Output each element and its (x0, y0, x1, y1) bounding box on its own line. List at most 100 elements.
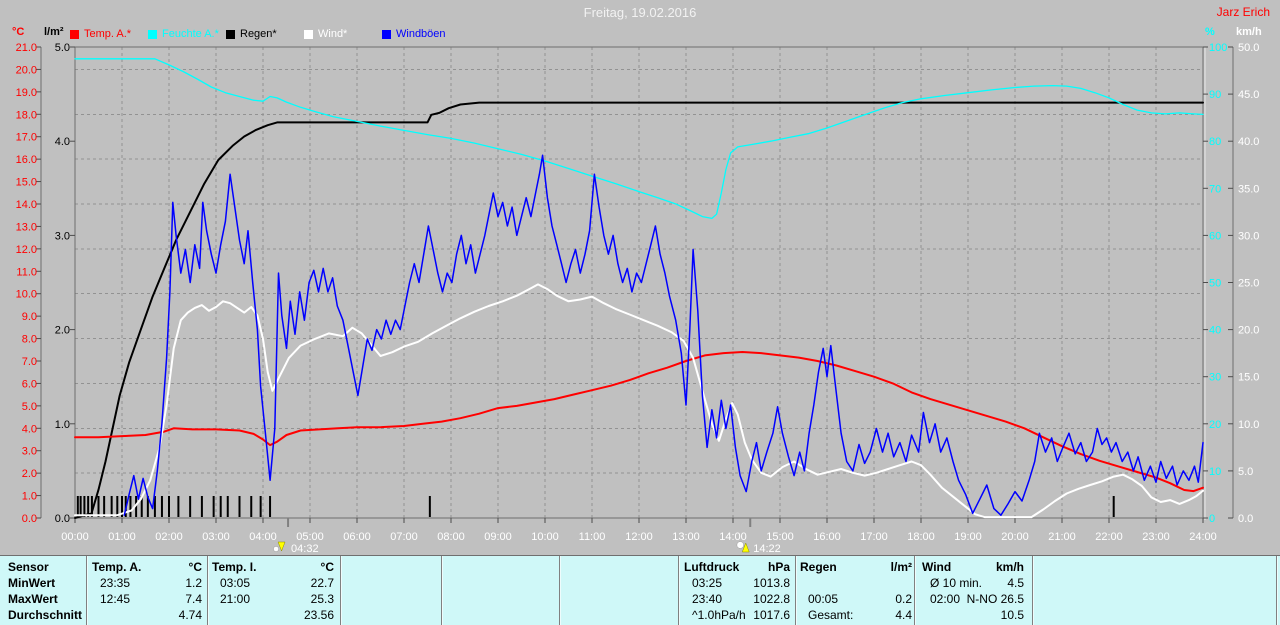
legend-item-regen: Regen* (226, 28, 277, 40)
summary-col-temp-a: Temp. A. °C 23:35 1.2 12:45 7.4 4.74 (92, 560, 202, 622)
moonrise-icon (736, 541, 744, 549)
svg-text:60: 60 (1209, 230, 1221, 242)
svg-text:14:00: 14:00 (719, 531, 747, 543)
svg-text:1.0: 1.0 (22, 491, 37, 503)
svg-text:15.0: 15.0 (16, 177, 37, 189)
table-divider (1276, 556, 1278, 625)
summary-table: Sensor MinWert MaxWert Durchschnitt Temp. A.… (0, 555, 1280, 625)
series-windboeen (123, 154, 1204, 516)
user-name-label: Jarz Erich (1216, 5, 1270, 19)
svg-text:22:00: 22:00 (1095, 531, 1123, 543)
svg-text:15.0: 15.0 (1238, 372, 1259, 384)
col-unit: hPa (767, 560, 790, 574)
svg-text:13.0: 13.0 (16, 221, 37, 233)
svg-text:50: 50 (1209, 278, 1221, 290)
svg-text:04:00: 04:00 (249, 531, 277, 543)
svg-text:20:00: 20:00 (1001, 531, 1029, 543)
svg-text:40: 40 (1209, 325, 1221, 337)
svg-text:9.0: 9.0 (22, 311, 37, 323)
svg-text:2.0: 2.0 (55, 325, 70, 337)
svg-text:10.0: 10.0 (1238, 419, 1259, 431)
svg-text:4.0: 4.0 (55, 136, 70, 148)
svg-text:21:00: 21:00 (1048, 531, 1076, 543)
rain-axis-unit-label: l/m² (44, 26, 64, 38)
moon-rise-marker: 14:22 (736, 518, 781, 555)
col-unit: l/m² (890, 560, 912, 574)
svg-text:2.0: 2.0 (22, 468, 37, 480)
svg-text:3.0: 3.0 (55, 230, 70, 242)
svg-text:08:00: 08:00 (437, 531, 465, 543)
legend-swatch-windboeen (382, 29, 391, 39)
svg-text:20.0: 20.0 (1238, 325, 1259, 337)
svg-text:5.0: 5.0 (22, 401, 37, 413)
svg-text:16.0: 16.0 (16, 154, 37, 166)
svg-text:17.0: 17.0 (16, 132, 37, 144)
svg-text:04:32: 04:32 (291, 543, 319, 555)
svg-text:14:22: 14:22 (753, 543, 781, 555)
table-divider (914, 556, 916, 625)
svg-text:80: 80 (1209, 136, 1221, 148)
temp-axis: 0.0 1.0 2.0 3.0 4.0 5.0 6.0 7.0 8.0 9.0 10.0 11.0 12… (16, 42, 41, 525)
svg-text:19.0: 19.0 (16, 87, 37, 99)
svg-text:7.0: 7.0 (22, 356, 37, 368)
page-title: Freitag, 19.02.2016 (583, 5, 697, 20)
table-divider (207, 556, 209, 625)
svg-text:12.0: 12.0 (16, 244, 37, 256)
col-header: Wind (922, 560, 952, 574)
svg-text:13:00: 13:00 (672, 531, 700, 543)
svg-text:0: 0 (1209, 513, 1215, 525)
svg-text:15:00: 15:00 (766, 531, 794, 543)
svg-text:70: 70 (1209, 183, 1221, 195)
legend-label-wind: Wind* (318, 28, 348, 40)
svg-text:20: 20 (1209, 419, 1221, 431)
legend-swatch-temp-a (70, 29, 79, 39)
chart-legend: Temp. A.* Feuchte A.* Regen* Wind* Windböen (0, 28, 1280, 42)
svg-text:45.0: 45.0 (1238, 89, 1259, 101)
svg-text:17:00: 17:00 (860, 531, 888, 543)
svg-text:20.0: 20.0 (16, 64, 37, 76)
humidity-axis: 0 10 20 30 40 50 60 70 80 90 100 (1203, 42, 1227, 525)
svg-text:10: 10 (1209, 466, 1221, 478)
svg-text:02:00: 02:00 (155, 531, 183, 543)
svg-text:03:00: 03:00 (202, 531, 230, 543)
temp-axis-unit-label: °C (12, 26, 25, 38)
svg-text:05:00: 05:00 (296, 531, 324, 543)
svg-text:30.0: 30.0 (1238, 230, 1259, 242)
series-feuchte-a (74, 58, 1204, 220)
svg-text:07:00: 07:00 (390, 531, 418, 543)
legend-item-temp-a: Temp. A.* (70, 28, 131, 40)
summary-col-wind: Wind km/h Ø 10 min. 4.5 02:00 N-NO 26.5 10.5 (922, 560, 1024, 622)
svg-text:3.0: 3.0 (22, 446, 37, 458)
svg-text:16:00: 16:00 (813, 531, 841, 543)
col-header: Temp. A. (92, 560, 142, 574)
svg-text:11.0: 11.0 (16, 266, 37, 278)
summary-col-luftdruck: Luftdruck hPa 03:25 1013.8 23:40 1022.8 ^1.0hP… (684, 560, 790, 622)
col-unit: °C (188, 560, 202, 574)
col-unit: °C (320, 560, 334, 574)
svg-text:30: 30 (1209, 372, 1221, 384)
moon-set-marker: 04:32 (273, 518, 319, 555)
svg-text:50.0: 50.0 (1238, 42, 1259, 54)
legend-swatch-feuchte-a (148, 29, 157, 39)
series-regen (74, 101, 1204, 519)
svg-text:21.0: 21.0 (16, 42, 37, 54)
wind-axis: 0.0 5.0 10.0 15.0 20.0 25.0 30.0 35.0 40.0 45.0 50… (1228, 42, 1259, 525)
legend-item-feuchte-a: Feuchte A.* (148, 28, 219, 40)
legend-label-windboeen: Windböen (396, 28, 446, 40)
legend-swatch-regen (226, 29, 235, 39)
grid (75, 47, 1203, 518)
col-header: Temp. I. (212, 560, 257, 574)
col-header: Regen (800, 560, 837, 574)
svg-text:0.0: 0.0 (22, 513, 37, 525)
table-divider (441, 556, 443, 625)
summary-col-regen: Regen l/m² 00:05 0.2 Gesamt: 4.4 (800, 560, 912, 622)
svg-text:10:00: 10:00 (531, 531, 559, 543)
legend-label-temp-a: Temp. A.* (84, 28, 132, 40)
summary-row-labels: Sensor MinWert MaxWert Durchschnitt (8, 560, 83, 622)
legend-item-windboeen: Windböen (382, 28, 446, 40)
legend-label-feuchte-a: Feuchte A.* (162, 28, 219, 40)
svg-text:01:00: 01:00 (108, 531, 136, 543)
x-axis: 00:00 01:00 02:00 03:00 04:00 05:00 06:00 07:00… (61, 518, 1217, 543)
table-divider (86, 556, 88, 625)
